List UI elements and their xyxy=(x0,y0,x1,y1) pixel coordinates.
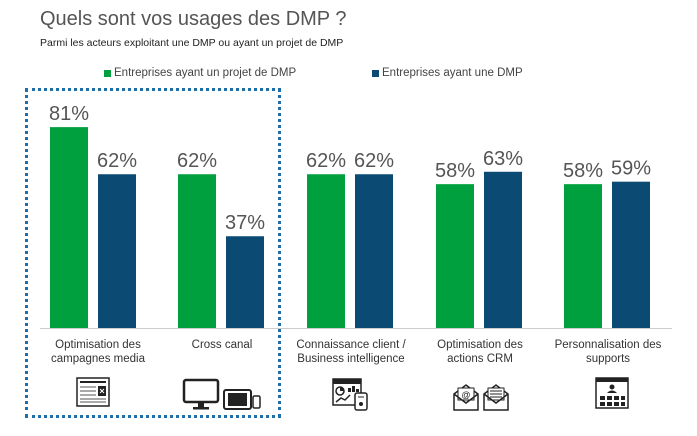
category-label-5-line-1: Personnalisation des xyxy=(554,339,662,351)
category-label-3-line-2: Business intelligence xyxy=(297,353,405,365)
chart-subtitle: Parmi les acteurs exploitant une DMP ou … xyxy=(40,37,344,49)
highlight-box xyxy=(25,88,281,418)
legend-label-series-1: Entreprises ayant un projet de DMP xyxy=(114,67,297,79)
value-label-series-2-category-4: 63% xyxy=(483,148,523,170)
legend-item-series-1: Entreprises ayant un projet de DMP xyxy=(104,67,296,79)
document-icon xyxy=(76,377,110,407)
value-label-series-2-category-3: 62% xyxy=(354,150,394,172)
web-page-icon xyxy=(595,377,629,409)
value-label-series-2-category-5: 59% xyxy=(611,158,651,180)
legend-swatch-green xyxy=(104,69,111,77)
bar-series-1-category-1 xyxy=(50,127,88,329)
bar-series-1-category-3 xyxy=(307,174,345,328)
legend-label-series-2: Entreprises ayant une DMP xyxy=(382,67,523,79)
dashboard-icon xyxy=(332,378,368,411)
value-label-series-1-category-5: 58% xyxy=(563,160,603,182)
category-label-1: Optimisation des campagnes media xyxy=(33,338,163,366)
bar-series-2-category-4 xyxy=(484,171,522,328)
bar-series-1-category-5 xyxy=(564,184,602,328)
category-label-1-line-1: Optimisation des xyxy=(55,339,141,351)
bar-series-1-category-2 xyxy=(178,174,216,328)
chart-title: Quels sont vos usages des DMP ? xyxy=(40,8,347,30)
value-label-series-1-category-2: 62% xyxy=(177,150,217,172)
category-label-5-line-2: supports xyxy=(585,353,631,365)
bar-series-2-category-5 xyxy=(612,181,650,328)
category-label-2: Cross canal xyxy=(157,338,287,352)
category-label-1-line-2: campagnes media xyxy=(51,353,145,365)
legend-swatch-blue xyxy=(372,69,379,77)
category-label-3-line-1: Connaissance client / xyxy=(296,339,406,351)
value-label-series-1-category-1: 81% xyxy=(49,103,89,125)
value-label-series-1-category-3: 62% xyxy=(306,150,346,172)
bar-series-1-category-4 xyxy=(436,184,474,328)
mail-icon: @ xyxy=(453,384,509,411)
category-label-3: Connaissance client / Business intellige… xyxy=(286,338,416,366)
devices-icon xyxy=(182,378,261,410)
category-label-2-line-1: Cross canal xyxy=(191,339,253,351)
value-label-series-2-category-2: 37% xyxy=(225,212,265,234)
value-label-series-2-category-1: 62% xyxy=(97,150,137,172)
bar-series-2-category-1 xyxy=(98,174,136,328)
bar-series-2-category-3 xyxy=(355,174,393,328)
value-label-series-1-category-4: 58% xyxy=(435,160,475,182)
category-label-4-line-1: Optimisation des xyxy=(437,339,523,351)
category-label-5: Personnalisation des supports xyxy=(543,338,673,366)
bar-series-2-category-2 xyxy=(226,236,264,328)
category-label-4-line-2: actions CRM xyxy=(447,353,513,365)
category-label-4: Optimisation des actions CRM xyxy=(415,338,545,366)
svg-text:@: @ xyxy=(461,390,470,400)
legend-item-series-2: Entreprises ayant une DMP xyxy=(372,67,523,79)
